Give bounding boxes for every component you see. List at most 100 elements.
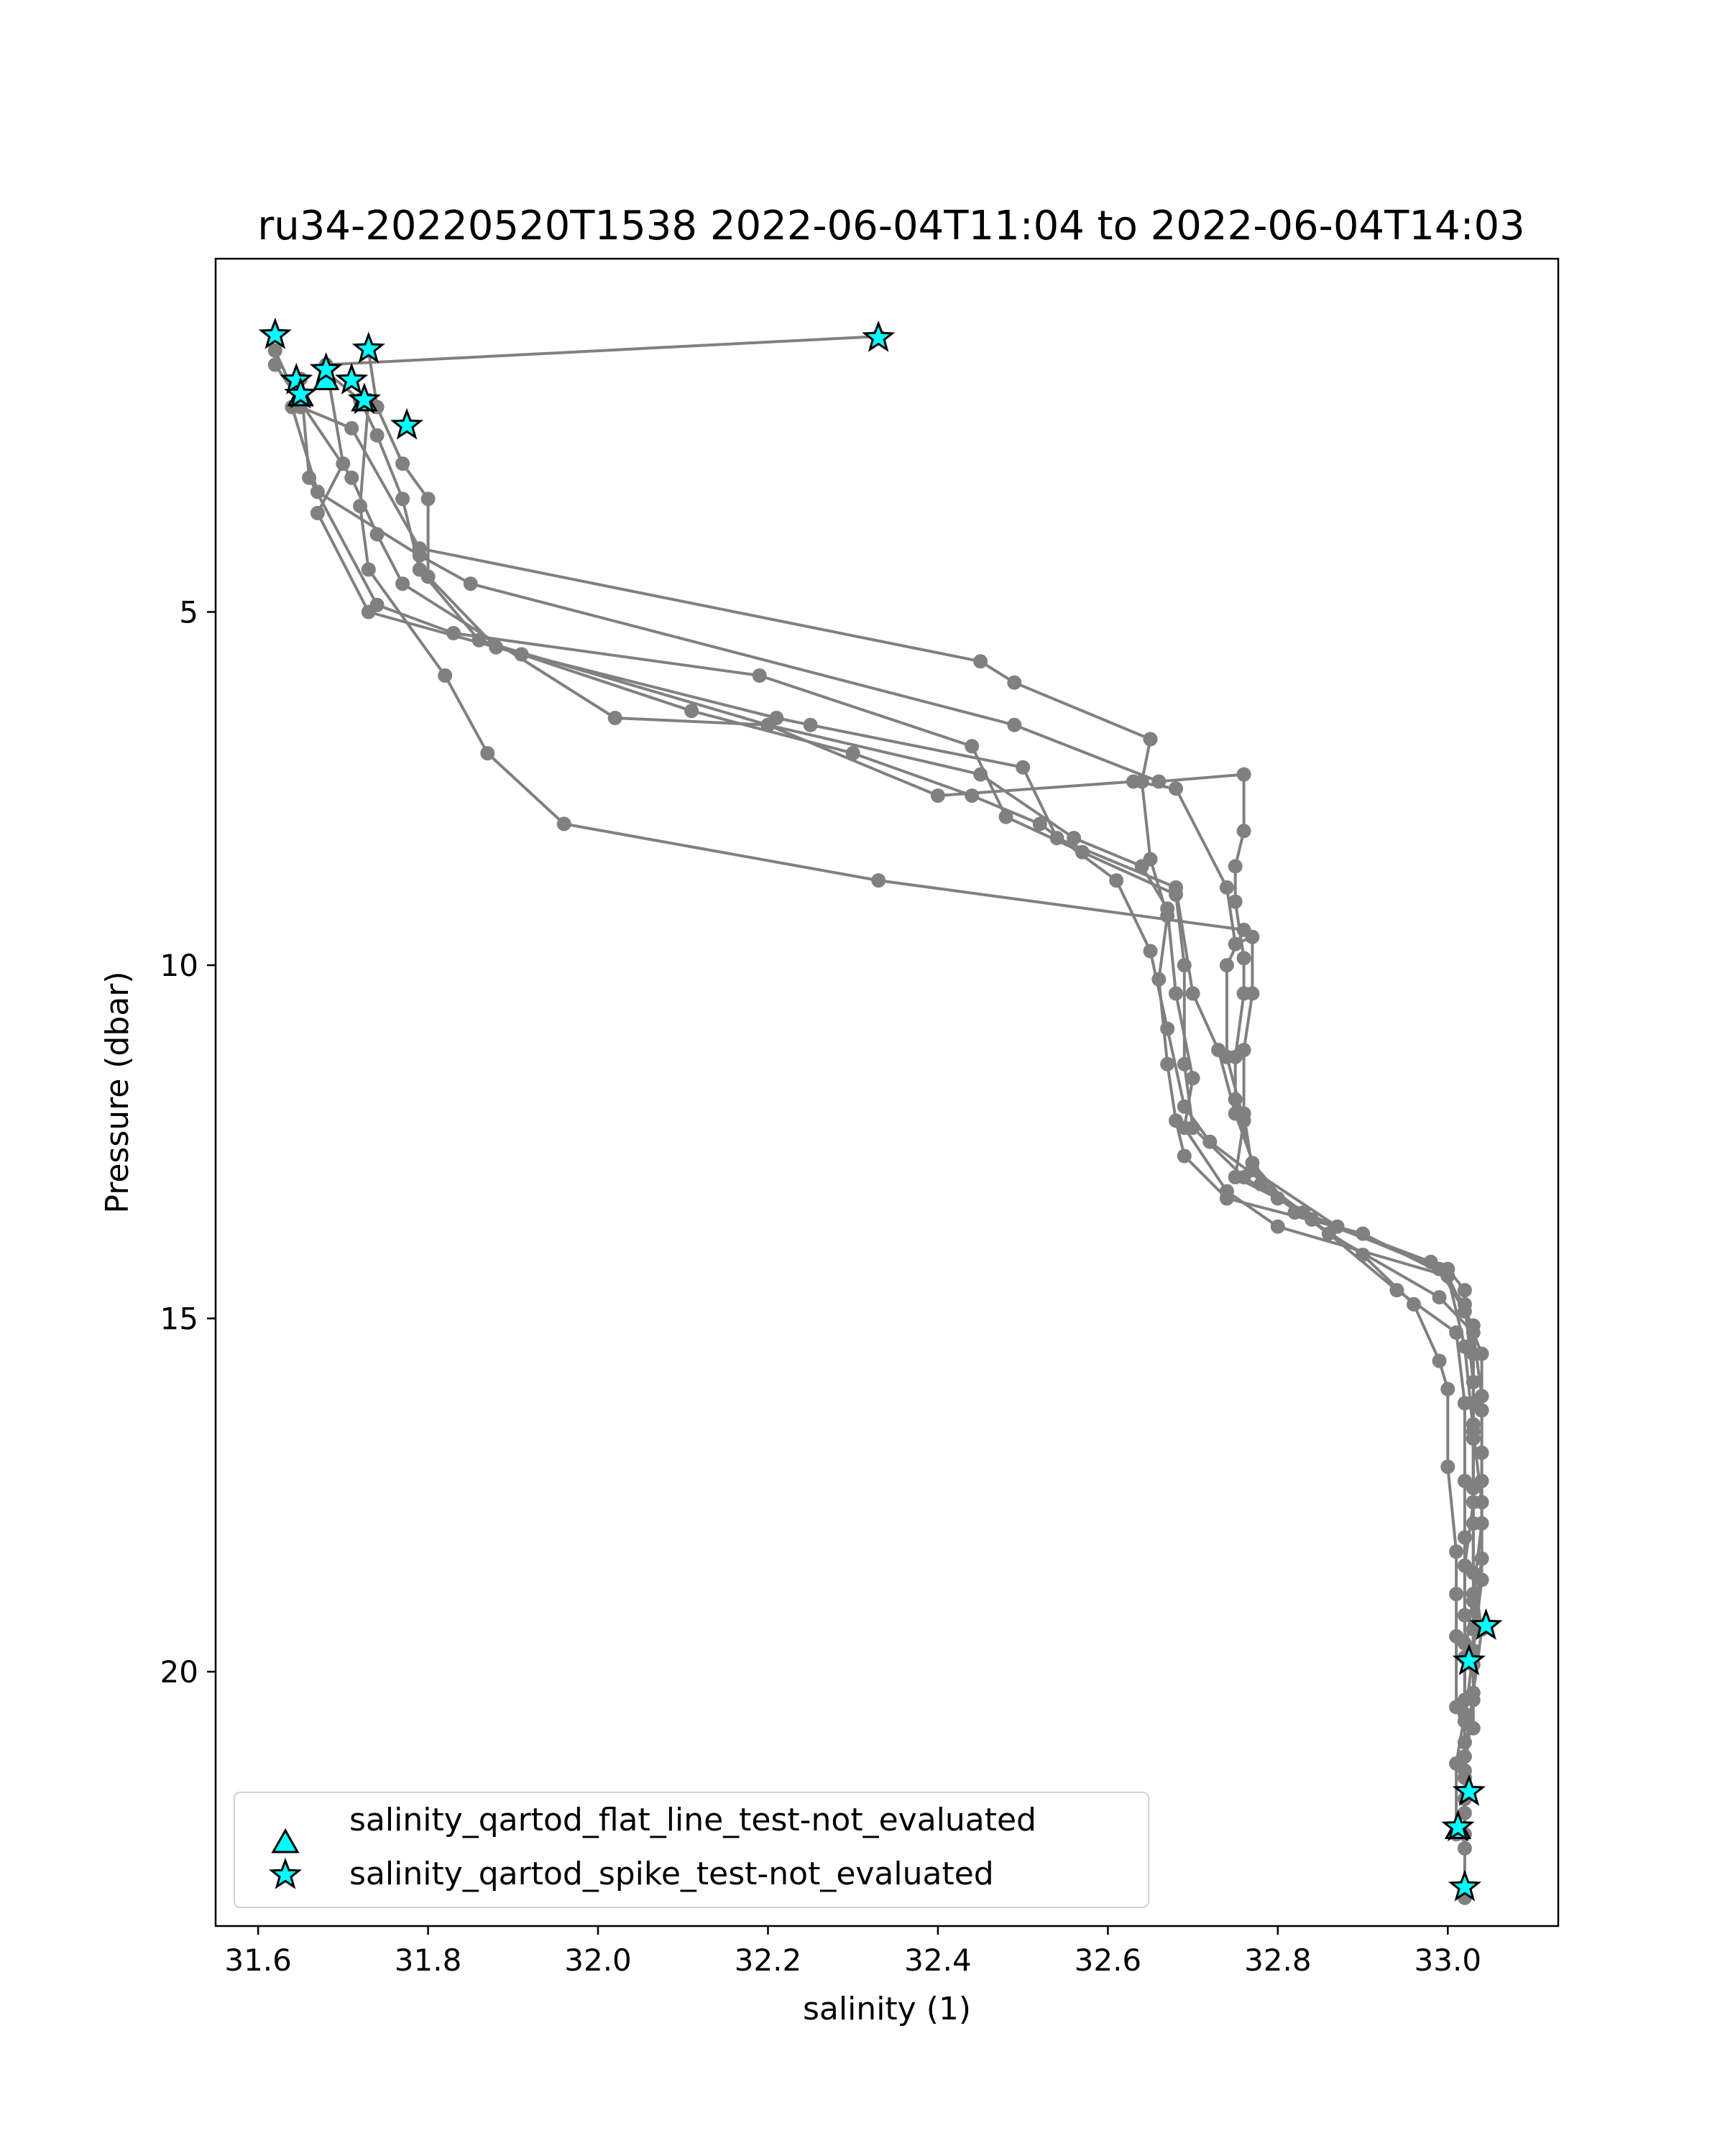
data-point: [1449, 1700, 1464, 1715]
data-point: [1457, 1296, 1472, 1312]
data-point: [1270, 1191, 1285, 1206]
data-point: [1474, 1572, 1489, 1588]
data-point: [1177, 1148, 1192, 1164]
data-point: [1169, 986, 1183, 1001]
data-point: [1228, 859, 1243, 874]
spike-flag-marker: [347, 382, 381, 415]
data-point: [1474, 1473, 1489, 1488]
data-point: [1151, 972, 1167, 987]
data-point: [1202, 1134, 1218, 1149]
data-point: [1236, 1113, 1251, 1128]
data-point: [1219, 1049, 1234, 1064]
data-point: [1356, 1248, 1371, 1263]
y-tick-label: 20: [160, 1654, 198, 1690]
data-point: [1449, 1544, 1464, 1559]
data-point: [1126, 774, 1141, 789]
data-point: [1016, 760, 1031, 775]
series-line: [325, 370, 1475, 1728]
spike-flag-marker: [309, 351, 343, 384]
data-point: [1440, 1381, 1455, 1396]
data-point: [395, 492, 410, 507]
data-point: [1169, 781, 1183, 796]
data-point: [1236, 922, 1251, 937]
data-point: [267, 343, 282, 358]
data-point: [1457, 1396, 1472, 1411]
spike-flag-marker: [862, 320, 896, 352]
data-point: [1143, 732, 1158, 747]
data-point: [607, 711, 622, 725]
data-point: [1466, 1375, 1481, 1390]
data-point: [1007, 675, 1022, 690]
legend-star-marker: [268, 1857, 303, 1889]
data-point: [412, 562, 427, 577]
data-point: [1134, 859, 1149, 874]
data-point: [1185, 1071, 1200, 1086]
data-point: [1067, 831, 1082, 846]
data-point: [1407, 1296, 1421, 1312]
data-point: [1440, 1460, 1455, 1474]
data-point: [1457, 1473, 1472, 1488]
data-point: [684, 704, 699, 719]
x-tick-label: 32.2: [735, 1943, 802, 1978]
data-point: [1466, 1516, 1481, 1531]
x-tick-label: 32.4: [904, 1943, 972, 1978]
y-tick-label: 5: [179, 595, 198, 630]
data-point: [1236, 951, 1251, 966]
spike-flag-marker: [258, 317, 292, 349]
data-point: [1245, 986, 1260, 1001]
data-point: [760, 717, 776, 732]
data-point: [1389, 1283, 1404, 1298]
data-point: [973, 767, 988, 782]
series-line: [316, 335, 1484, 1898]
data-point: [310, 484, 325, 499]
legend: salinity_qartod_flat_line_test-not_evalu…: [234, 1792, 1149, 1908]
data-point: [1177, 1120, 1192, 1135]
spike-flag-marker: [284, 377, 318, 409]
data-point: [1457, 1283, 1472, 1298]
data-point: [1236, 1043, 1251, 1057]
data-point: [472, 632, 487, 648]
data-point: [1228, 894, 1243, 909]
data-point: [1466, 1720, 1481, 1736]
data-point: [1007, 717, 1022, 732]
data-point: [1423, 1254, 1438, 1269]
data-point: [1457, 1841, 1472, 1856]
data-point: [1449, 1587, 1464, 1601]
x-tick-label: 31.6: [224, 1943, 292, 1978]
data-point: [1219, 958, 1234, 973]
x-tick-label: 32.0: [564, 1943, 632, 1978]
data-point: [1449, 1756, 1464, 1771]
data-point: [1449, 1628, 1464, 1644]
spike-flag-marker: [1452, 1644, 1486, 1675]
data-point: [1032, 816, 1047, 831]
spike-markers: [258, 317, 1503, 1902]
spike-flag-marker: [1469, 1608, 1503, 1640]
y-tick-label: 15: [160, 1302, 198, 1337]
y-axis-label: Pressure (dbar): [99, 971, 136, 1213]
data-point: [1236, 767, 1251, 782]
data-point: [1270, 1219, 1285, 1234]
series-line: [359, 400, 1458, 1708]
chart-title: ru34-20220520T1538 2022-06-04T11:04 to 2…: [257, 203, 1524, 249]
legend-box: [234, 1792, 1149, 1908]
data-point: [1432, 1353, 1447, 1368]
data-point: [1236, 824, 1251, 839]
spike-flag-marker: [1448, 1869, 1482, 1902]
data-point: [871, 873, 886, 888]
data-point: [1474, 1403, 1489, 1418]
data-point: [310, 505, 325, 520]
spike-flag-marker: [351, 331, 385, 364]
data-point: [1457, 1805, 1472, 1820]
spike-flag-marker: [335, 362, 369, 395]
data-point: [1160, 1056, 1175, 1072]
series-line: [290, 406, 1475, 1835]
data-point: [1245, 1163, 1260, 1178]
data-point: [267, 357, 282, 372]
data-point: [463, 576, 478, 591]
data-point: [1177, 958, 1192, 973]
data-point: [1440, 1261, 1455, 1276]
data-point: [1228, 1170, 1243, 1184]
data-point: [556, 816, 571, 831]
spike-flag-marker: [280, 362, 313, 395]
